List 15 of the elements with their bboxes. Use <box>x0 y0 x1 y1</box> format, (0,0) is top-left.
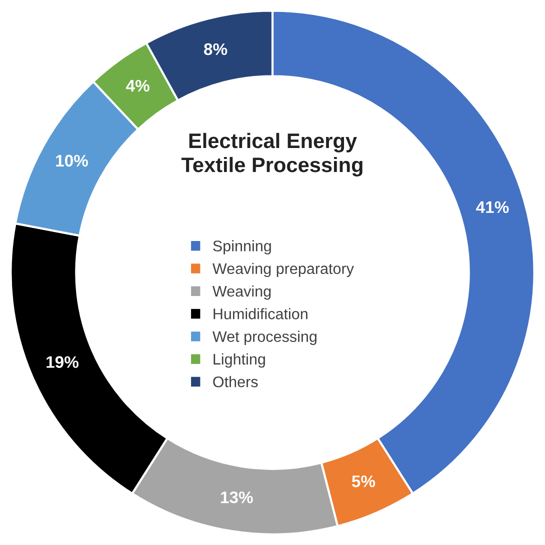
data-label: 4% <box>126 80 150 92</box>
legend-label: Others <box>213 376 258 388</box>
data-label: 10% <box>56 154 88 167</box>
legend-label: Wet processing <box>212 330 316 345</box>
data-label: 19% <box>46 356 78 368</box>
data-label: 5% <box>352 475 376 488</box>
legend-label: Spinning <box>213 240 271 254</box>
text: Electrical Energy Textile Processing <box>181 132 362 176</box>
legend-label: Weaving preparatory <box>212 262 354 278</box>
legend-label: Lighting <box>214 353 265 368</box>
legend-label: Weaving <box>212 285 271 300</box>
data-label: 13% <box>221 491 253 504</box>
data-label: 8% <box>204 43 228 56</box>
data-label: 41% <box>476 201 509 214</box>
legend-label: Humidification <box>214 308 308 320</box>
